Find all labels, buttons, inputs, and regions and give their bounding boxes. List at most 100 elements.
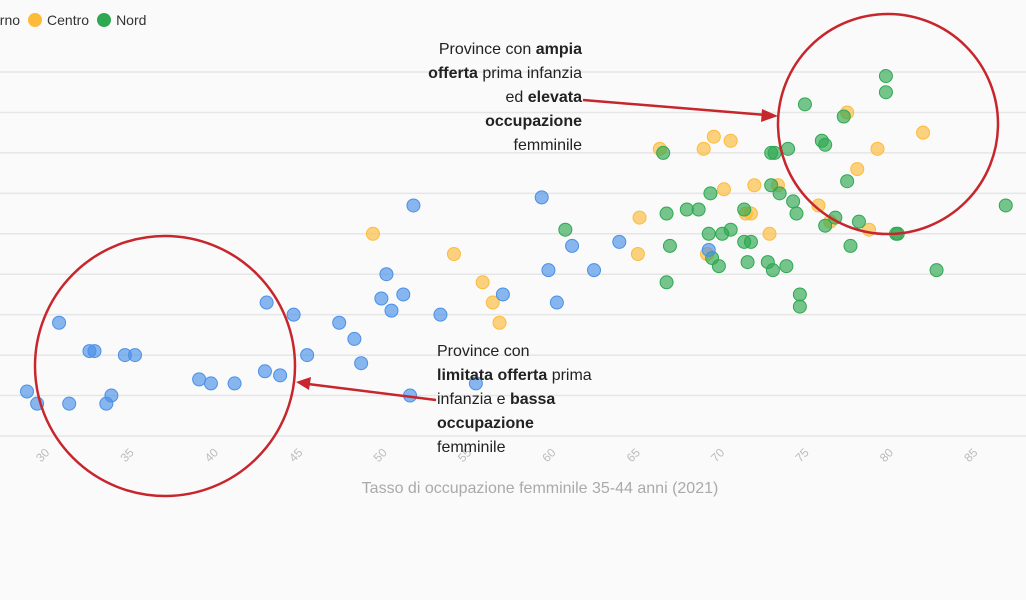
legend-item-nord[interactable]: Nord xyxy=(97,12,146,28)
point-centro[interactable] xyxy=(632,210,647,225)
point-centro[interactable] xyxy=(716,182,731,197)
legend-item-centro[interactable]: Centro xyxy=(28,12,89,28)
point-centro[interactable] xyxy=(365,226,380,241)
point-centro[interactable] xyxy=(492,315,507,330)
point-centro[interactable] xyxy=(747,178,762,193)
point-nord[interactable] xyxy=(765,263,780,278)
point-sud[interactable] xyxy=(379,267,394,282)
point-sud[interactable] xyxy=(354,356,369,371)
point-centro[interactable] xyxy=(916,125,931,140)
ann-top-bold-4: occupazione xyxy=(485,113,582,130)
point-centro[interactable] xyxy=(475,275,490,290)
x-tick-label: 75 xyxy=(792,445,812,465)
point-sud[interactable] xyxy=(87,344,102,359)
point-centro[interactable] xyxy=(850,162,865,177)
point-nord[interactable] xyxy=(843,238,858,253)
ann-bot-bold-4: occupazione xyxy=(437,415,534,432)
point-sud[interactable] xyxy=(192,372,207,387)
point-nord[interactable] xyxy=(998,198,1013,213)
x-tick-label: 70 xyxy=(708,445,728,465)
point-sud[interactable] xyxy=(534,190,549,205)
point-centro[interactable] xyxy=(706,129,721,144)
x-tick-label: 35 xyxy=(117,445,137,465)
point-sud[interactable] xyxy=(347,331,362,346)
point-sud[interactable] xyxy=(433,307,448,322)
point-nord[interactable] xyxy=(878,69,893,84)
point-nord[interactable] xyxy=(851,214,866,229)
point-nord[interactable] xyxy=(662,238,677,253)
point-nord[interactable] xyxy=(818,137,833,152)
point-sud[interactable] xyxy=(203,376,218,391)
point-sud[interactable] xyxy=(227,376,242,391)
point-centro[interactable] xyxy=(811,198,826,213)
point-sud[interactable] xyxy=(286,307,301,322)
point-nord[interactable] xyxy=(659,275,674,290)
point-nord[interactable] xyxy=(740,255,755,270)
ann-bot-text-2: prima xyxy=(547,367,592,384)
point-sud[interactable] xyxy=(549,295,564,310)
point-sud[interactable] xyxy=(104,388,119,403)
ann-top-text-5: femminile xyxy=(513,137,582,154)
point-centro[interactable] xyxy=(446,247,461,261)
point-nord[interactable] xyxy=(818,218,833,233)
point-nord[interactable] xyxy=(723,222,738,237)
point-nord[interactable] xyxy=(792,287,807,302)
point-sud[interactable] xyxy=(128,348,142,363)
legend-swatch-centro xyxy=(28,13,43,27)
point-sud[interactable] xyxy=(587,263,601,278)
point-nord[interactable] xyxy=(772,186,787,201)
point-nord[interactable] xyxy=(878,85,893,100)
point-nord[interactable] xyxy=(743,234,758,249)
point-centro[interactable] xyxy=(485,295,500,310)
point-sud[interactable] xyxy=(495,287,510,302)
point-nord[interactable] xyxy=(789,206,804,221)
point-nord[interactable] xyxy=(786,194,801,209)
point-nord[interactable] xyxy=(764,178,779,193)
point-sud[interactable] xyxy=(468,376,483,391)
point-centro[interactable] xyxy=(696,141,711,156)
point-sud[interactable] xyxy=(332,315,347,330)
point-nord[interactable] xyxy=(929,263,944,278)
point-nord[interactable] xyxy=(781,141,796,156)
point-sud[interactable] xyxy=(541,263,556,278)
point-centro[interactable] xyxy=(870,141,885,156)
point-sud[interactable] xyxy=(300,348,315,363)
legend-label-centro: Centro xyxy=(47,12,90,28)
top-annotation-arrowhead xyxy=(761,109,778,122)
point-nord[interactable] xyxy=(703,186,718,201)
point-centro[interactable] xyxy=(723,133,738,148)
point-sud[interactable] xyxy=(273,368,288,383)
top-annotation-arrow-line xyxy=(582,98,767,117)
point-nord[interactable] xyxy=(840,174,855,189)
point-sud[interactable] xyxy=(20,384,34,399)
point-sud[interactable] xyxy=(257,364,272,379)
point-sud[interactable] xyxy=(374,291,389,306)
point-centro[interactable] xyxy=(630,247,645,261)
point-nord[interactable] xyxy=(656,145,671,160)
point-sud[interactable] xyxy=(384,303,399,318)
point-nord[interactable] xyxy=(701,226,716,241)
point-nord[interactable] xyxy=(779,259,794,274)
point-nord[interactable] xyxy=(737,202,752,217)
point-nord[interactable] xyxy=(659,206,674,221)
point-nord[interactable] xyxy=(679,202,694,217)
point-sud[interactable] xyxy=(396,287,411,302)
ann-top-text-2: prima infanzia xyxy=(477,65,582,82)
point-nord[interactable] xyxy=(558,222,573,237)
point-nord[interactable] xyxy=(836,109,851,124)
point-nord[interactable] xyxy=(691,202,706,217)
point-centro[interactable] xyxy=(762,226,777,241)
point-nord[interactable] xyxy=(792,299,807,314)
point-sud[interactable] xyxy=(259,295,274,310)
point-sud[interactable] xyxy=(52,315,67,330)
ann-bot-text-5: femminile xyxy=(437,439,506,456)
point-sud[interactable] xyxy=(62,396,77,411)
point-nord[interactable] xyxy=(711,259,726,274)
point-nord[interactable] xyxy=(767,145,782,160)
point-sud[interactable] xyxy=(701,242,716,257)
point-sud[interactable] xyxy=(565,238,580,253)
point-sud[interactable] xyxy=(406,198,421,213)
point-nord[interactable] xyxy=(797,97,812,112)
point-sud[interactable] xyxy=(612,234,627,249)
annotation-bottom-text: Province con limitata offerta prima infa… xyxy=(437,340,637,460)
